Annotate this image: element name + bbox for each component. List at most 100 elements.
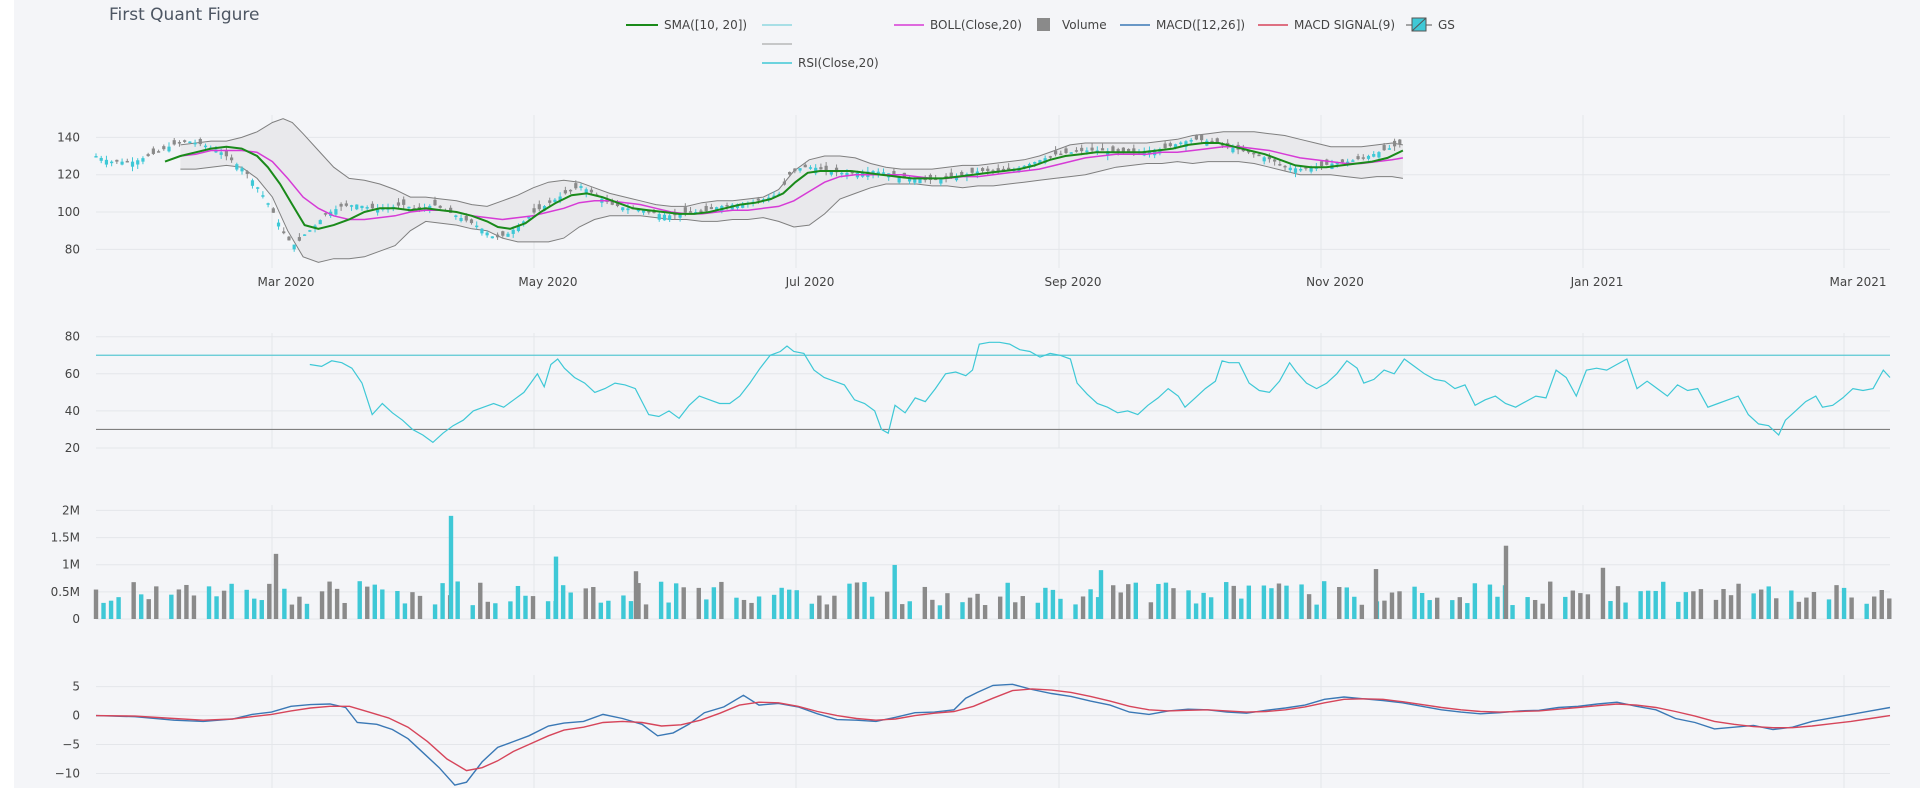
legend-item-rsi[interactable]: RSI(Close,20)	[762, 56, 879, 70]
volume-bar	[636, 583, 641, 619]
candle-body	[396, 202, 401, 206]
candle-body	[1111, 146, 1115, 152]
volume-bar	[1887, 598, 1892, 619]
price-x-tick: Jan 2021	[1570, 275, 1624, 289]
candle-body	[1194, 135, 1198, 140]
legend-item-volume[interactable]: Volume	[1037, 18, 1107, 32]
candle-body	[897, 177, 901, 183]
volume-bar	[809, 603, 815, 619]
volume-bar	[402, 603, 408, 619]
candle-body	[1095, 150, 1099, 152]
volume-bar	[869, 596, 875, 619]
legend-item-boll[interactable]: BOLL(Close,20)	[894, 18, 1022, 32]
candle-body	[188, 141, 192, 144]
candle-body	[574, 183, 578, 189]
candle-body	[276, 222, 281, 227]
volume-bar	[583, 588, 588, 619]
legend-item-macd[interactable]: MACD([12,26])	[1120, 18, 1245, 32]
candle-body	[652, 211, 656, 214]
volume-bar	[862, 582, 867, 619]
volume-bar	[545, 601, 551, 619]
legend-item-gs[interactable]: GS	[1406, 17, 1455, 32]
volume-y-tick: 1M	[62, 558, 80, 572]
volume-bar	[1615, 586, 1621, 619]
candle-body	[282, 231, 286, 234]
candle-body	[954, 176, 959, 181]
volume-bar	[741, 599, 747, 619]
volume-bar	[982, 605, 988, 619]
candle-body	[991, 170, 995, 172]
volume-bar	[221, 590, 227, 619]
legend-rsi-label: RSI(Close,20)	[798, 56, 879, 70]
volume-bar	[1645, 590, 1651, 619]
volume-bar	[1073, 604, 1078, 619]
volume-bar	[560, 585, 566, 619]
volume-bar	[975, 593, 980, 619]
candle-body	[177, 142, 182, 144]
volume-bar	[455, 581, 460, 619]
candle-body	[1319, 161, 1324, 167]
volume-bar	[1306, 594, 1312, 619]
volume-panel: 0 0.5M 1M 1.5M 2M	[51, 503, 1892, 626]
candle-body	[986, 168, 990, 171]
volume-bar	[1382, 600, 1387, 619]
volume-bar	[1465, 603, 1470, 619]
volume-bar	[108, 600, 114, 619]
volume-bar	[1299, 584, 1304, 619]
candle-body	[840, 172, 844, 175]
candle-body	[850, 171, 854, 174]
volume-bar	[1495, 596, 1500, 619]
macd-y-tick: 0	[72, 709, 80, 723]
candle-body	[1335, 162, 1339, 165]
volume-bar	[214, 596, 219, 619]
volume-bar	[1503, 545, 1509, 619]
candle-body	[1210, 140, 1214, 143]
candle-body	[615, 201, 620, 207]
volume-bar	[146, 599, 151, 619]
candle-body	[876, 171, 880, 175]
candle-body	[198, 139, 202, 145]
candle-body	[980, 168, 985, 171]
volume-bar	[1676, 601, 1681, 619]
legend-volume-label: Volume	[1062, 18, 1107, 32]
volume-bar	[1208, 597, 1214, 619]
volume-bar	[1118, 592, 1123, 619]
volume-bar	[1231, 585, 1236, 619]
volume-bar	[1774, 598, 1779, 619]
candle-body	[1366, 155, 1371, 159]
price-y-tick: 100	[57, 205, 80, 219]
volume-bar	[1548, 581, 1553, 619]
volume-bar	[960, 602, 965, 619]
candle-body	[297, 237, 301, 241]
volume-y-tick: 2M	[62, 503, 80, 517]
volume-bar	[1269, 588, 1274, 619]
candle-body	[485, 232, 489, 236]
candle-body	[939, 179, 943, 184]
boll-lower-line	[180, 161, 1403, 263]
candle-body	[1309, 167, 1313, 172]
candle-body	[819, 167, 823, 170]
volume-bar	[1110, 585, 1116, 619]
volume-bar	[304, 603, 310, 619]
legend-item-sma[interactable]: SMA([10, 20])	[626, 18, 747, 32]
volume-bar	[997, 596, 1003, 619]
legend-item-macd-signal[interactable]: MACD SIGNAL(9)	[1258, 18, 1395, 32]
volume-bar	[847, 583, 852, 619]
volume-bar	[342, 602, 347, 619]
candle-body	[715, 207, 719, 211]
candle-body	[1189, 140, 1193, 142]
volume-bar	[1736, 583, 1741, 619]
candle-body	[99, 157, 103, 161]
candle-body	[1179, 142, 1183, 145]
candle-body	[464, 215, 468, 221]
price-x-tick: Jul 2020	[785, 275, 835, 289]
volume-bar	[1337, 587, 1342, 619]
volume-bar	[169, 594, 174, 619]
legend-macd-signal-label: MACD SIGNAL(9)	[1294, 18, 1395, 32]
candle-body	[475, 225, 479, 228]
candle-body	[261, 195, 265, 197]
volume-bar	[930, 599, 935, 619]
quant-figure: First Quant Figure SMA([10, 20]) RSI(Clo…	[51, 5, 1892, 788]
candle-body	[433, 199, 437, 206]
volume-bar	[1276, 583, 1282, 619]
